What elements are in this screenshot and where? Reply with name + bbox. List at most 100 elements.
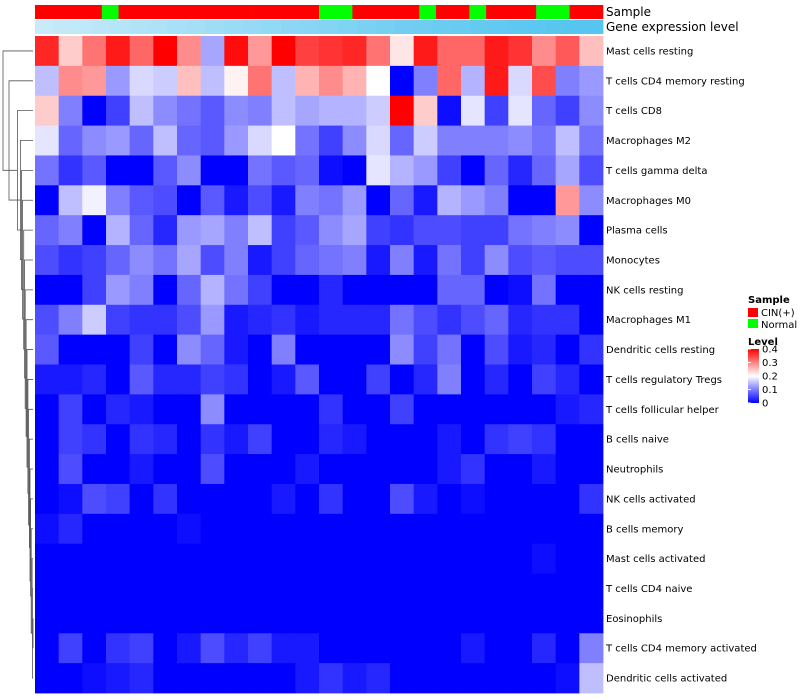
heatmap-cell <box>58 155 83 186</box>
expression-annotation-cell <box>167 20 187 34</box>
heatmap-cell <box>319 245 344 276</box>
heatmap-cell <box>82 513 107 545</box>
heatmap-cell <box>224 483 249 515</box>
heatmap-cell <box>319 603 344 634</box>
heatmap-cell <box>35 245 60 276</box>
heatmap-cell <box>579 424 604 455</box>
expression-annotation-cell <box>432 20 452 34</box>
heatmap-cell <box>319 215 344 246</box>
heatmap-cell <box>248 364 273 395</box>
heatmap-cell <box>461 245 486 276</box>
heatmap-cell <box>532 95 557 126</box>
expression-annotation-cell <box>470 20 490 34</box>
heatmap-cell <box>177 65 202 97</box>
heatmap-cell <box>129 334 154 365</box>
heatmap-cell <box>555 334 580 365</box>
expression-annotation-cell <box>110 20 131 34</box>
heatmap-cell <box>555 185 580 216</box>
heatmap-cell <box>129 424 154 455</box>
heatmap-cell <box>82 304 107 336</box>
heatmap-cell <box>319 36 344 67</box>
heatmap-cell <box>342 245 367 276</box>
heatmap-cell <box>129 95 154 126</box>
heatmap-cell <box>319 304 344 336</box>
heatmap-cell <box>58 483 83 515</box>
heatmap-cell <box>224 454 249 485</box>
heatmap-cell <box>200 394 225 425</box>
heatmap-cell <box>579 513 604 545</box>
row-label: Mast cells resting <box>606 46 693 57</box>
heatmap-cell <box>200 185 225 216</box>
heatmap-cell <box>271 185 296 216</box>
legend-label-cin: CIN(+) <box>761 308 795 319</box>
heatmap-cell <box>129 245 154 276</box>
sample-annotation-cell <box>402 5 420 19</box>
heatmap-cell <box>342 185 367 216</box>
heatmap-cell <box>532 274 557 306</box>
heatmap-cell <box>555 663 580 694</box>
heatmap-cell <box>413 364 438 395</box>
heatmap-cell <box>461 573 486 604</box>
heatmap-cell <box>153 603 178 634</box>
heatmap-cell <box>248 633 273 664</box>
heatmap-cell <box>200 274 225 306</box>
heatmap-cell <box>484 304 509 336</box>
heatmap-cell <box>319 513 344 545</box>
heatmap-cell <box>484 483 509 515</box>
heatmap-cell <box>366 573 391 604</box>
heatmap-cell <box>342 364 367 395</box>
heatmap-cell <box>129 633 154 664</box>
heatmap-cell <box>532 245 557 276</box>
heatmap-cell <box>342 125 367 156</box>
heatmap-cell <box>319 125 344 156</box>
heatmap-cell <box>248 603 273 634</box>
heatmap-cell <box>106 304 131 336</box>
heatmap-cell <box>153 245 178 276</box>
heatmap-cell <box>248 36 273 67</box>
sample-annotation-cell <box>569 5 587 19</box>
heatmap-cell <box>153 36 178 67</box>
heatmap-cell <box>35 663 60 694</box>
heatmap-cell <box>295 185 320 216</box>
heatmap-cell <box>579 454 604 485</box>
heatmap-cell <box>390 334 415 365</box>
heatmap-cell <box>153 215 178 246</box>
heatmap-cell <box>58 633 83 664</box>
heatmap-cell <box>579 245 604 276</box>
heatmap-cell <box>390 125 415 156</box>
heatmap-cell <box>532 364 557 395</box>
expression-annotation-cell <box>508 20 528 34</box>
heatmap-cell <box>177 185 202 216</box>
level-tick-label: 0.4 <box>762 345 778 356</box>
heatmap-cell <box>390 663 415 694</box>
heatmap-cell <box>200 543 225 574</box>
heatmap-cell <box>319 633 344 664</box>
heatmap-cell <box>579 364 604 395</box>
heatmap-cell <box>224 155 249 186</box>
heatmap-cell <box>271 513 296 545</box>
sample-annotation-cell <box>469 5 487 19</box>
heatmap-cell <box>413 483 438 515</box>
heatmap-cell <box>58 543 83 574</box>
heatmap-cell <box>224 663 249 694</box>
heatmap-cell <box>35 483 60 515</box>
heatmap-cell <box>295 573 320 604</box>
gene-expression-track-label: Gene expression level <box>606 20 739 34</box>
heatmap-cell <box>532 603 557 634</box>
heatmap-cell <box>461 185 486 216</box>
heatmap-cell <box>342 603 367 634</box>
legend-swatch-cin <box>748 308 758 317</box>
heatmap-cell <box>555 274 580 306</box>
heatmap-cell <box>177 95 202 126</box>
heatmap-cell <box>390 454 415 485</box>
heatmap-cell <box>532 513 557 545</box>
legend-label-normal: Normal <box>761 320 797 331</box>
heatmap-cell <box>295 125 320 156</box>
heatmap-cell <box>200 304 225 336</box>
heatmap-cell <box>508 543 533 574</box>
heatmap-cell <box>58 245 83 276</box>
heatmap-cell <box>461 125 486 156</box>
heatmap-cell <box>366 304 391 336</box>
heatmap-cell <box>106 573 131 604</box>
heatmap-cell <box>366 454 391 485</box>
